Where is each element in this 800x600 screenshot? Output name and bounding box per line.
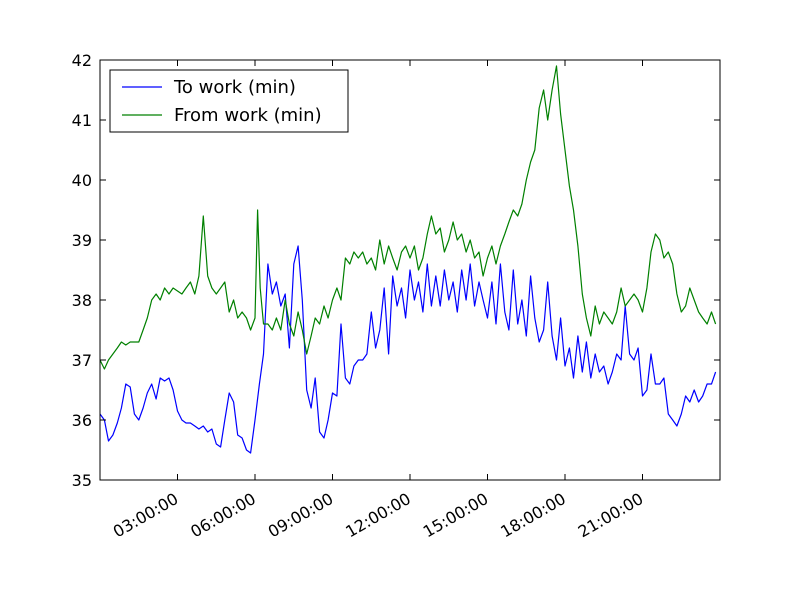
y-tick-label: 36: [72, 411, 92, 430]
y-tick-label: 37: [72, 351, 92, 370]
y-axis: 35 36 37 38 39 40 41 42: [72, 51, 720, 490]
legend: To work (min) From work (min): [109, 69, 349, 133]
legend-box: [109, 69, 349, 133]
y-tick-label: 42: [72, 51, 92, 70]
legend-label-1: From work (min): [174, 105, 322, 126]
y-tick-label: 35: [72, 471, 92, 490]
y-tick-label: 39: [72, 231, 92, 250]
y-tick-label: 41: [72, 111, 92, 130]
plot-lines: [99, 65, 717, 454]
legend-label-0: To work (min): [173, 77, 296, 98]
series-line-0: [99, 245, 717, 454]
y-tick-label: 40: [72, 171, 92, 190]
y-tick-label: 38: [72, 291, 92, 310]
series-line-1: [99, 65, 717, 370]
